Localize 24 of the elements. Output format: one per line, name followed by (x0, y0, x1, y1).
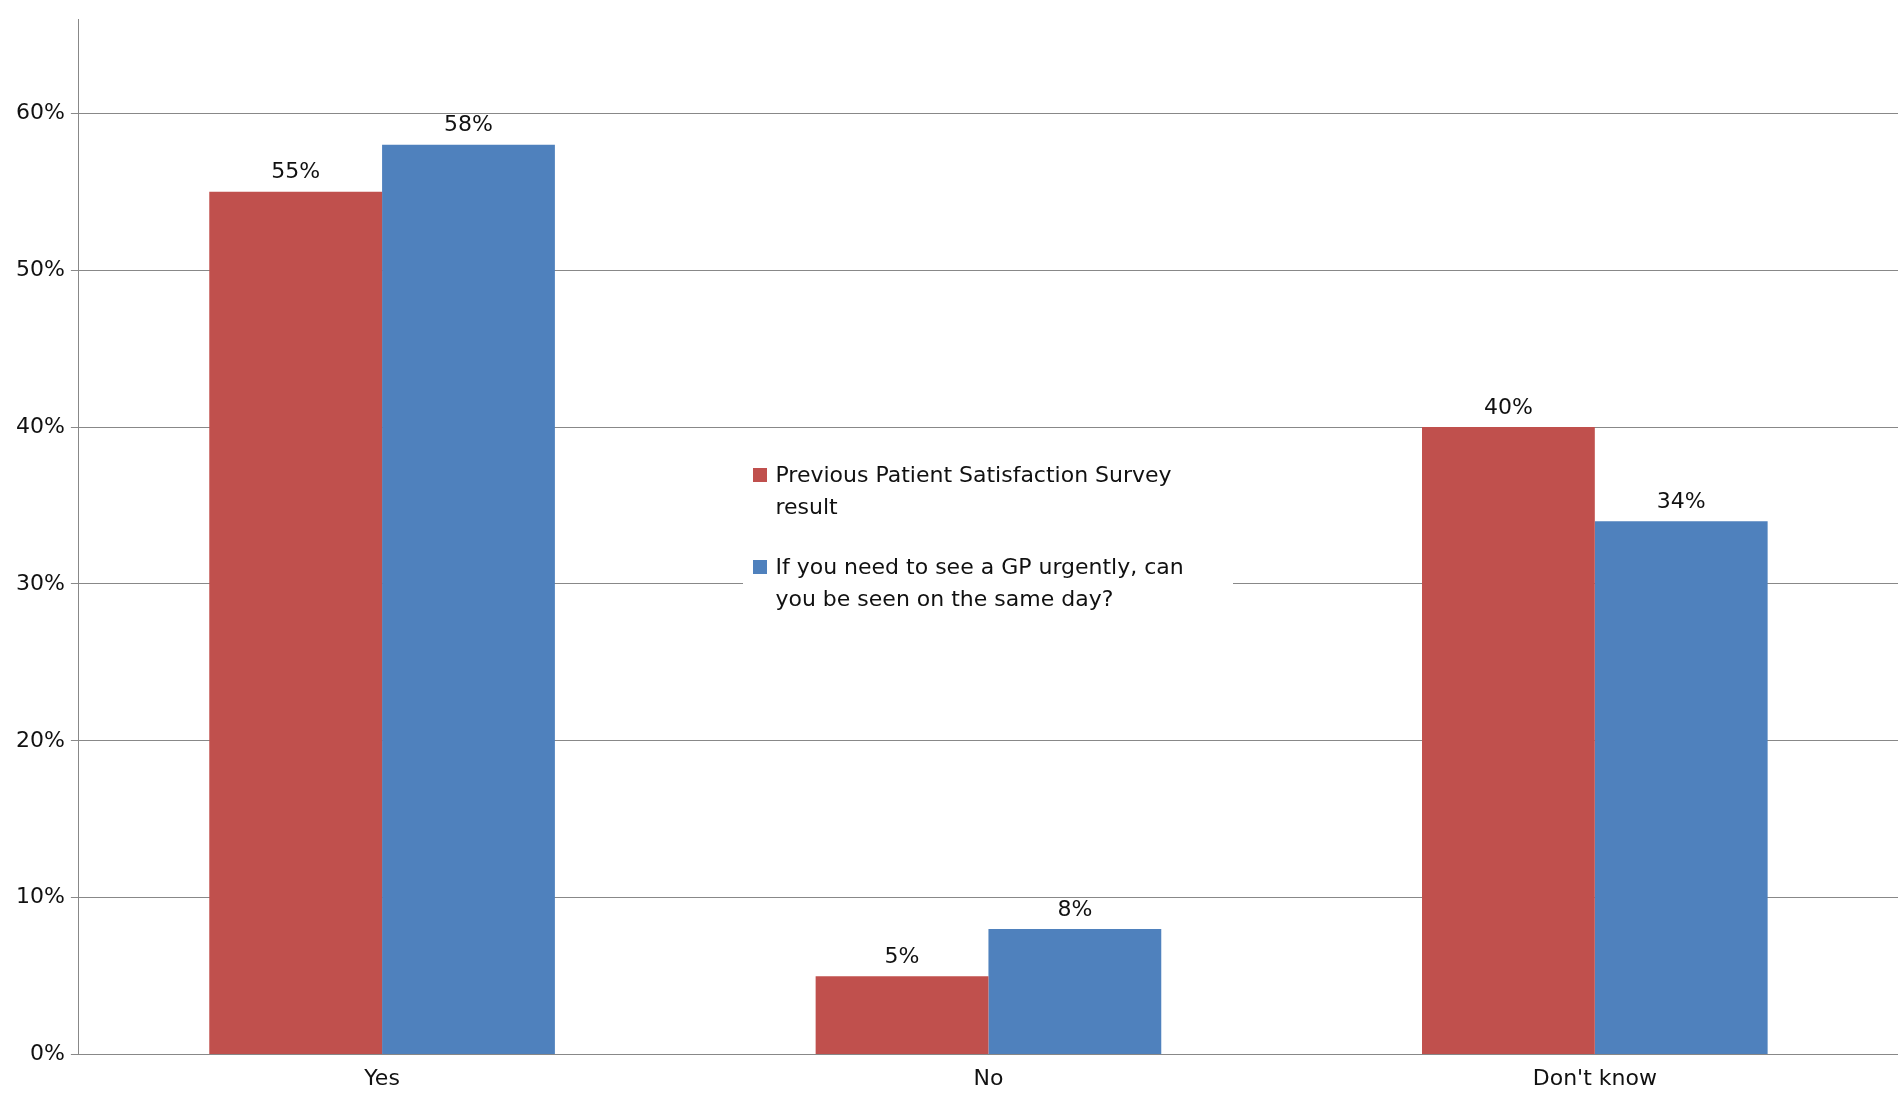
y-tick-label: 30% (15, 569, 65, 595)
x-tick-label: Yes (363, 1064, 400, 1090)
text: 8% (1057, 895, 1093, 921)
bar (209, 191, 383, 1055)
y-tick-label: 0% (29, 1040, 65, 1066)
x-tick-label: No (973, 1064, 1004, 1090)
bar (1422, 427, 1595, 1055)
text: 40% (1483, 393, 1533, 419)
x-tick-label: Don't know (1532, 1064, 1657, 1090)
text: 34% (1656, 487, 1706, 513)
bar (815, 976, 989, 1055)
bar (988, 929, 1162, 1055)
y-tick-label: 20% (15, 726, 65, 752)
y-tick-label: 10% (15, 883, 65, 909)
bar (382, 144, 555, 1055)
legend-label: Previous Patient Satisfaction Survey result (775, 460, 1173, 521)
bar (1594, 521, 1768, 1055)
text: 5% (884, 942, 920, 968)
y-tick-label: 50% (15, 255, 65, 281)
y-tick-label: 60% (15, 99, 65, 125)
y-tick-label: 40% (15, 412, 65, 438)
legend-label: If you need to see a GP urgently, can you be seen on the same day? (775, 552, 1185, 613)
text: 55% (271, 158, 321, 184)
text: 58% (444, 111, 493, 137)
